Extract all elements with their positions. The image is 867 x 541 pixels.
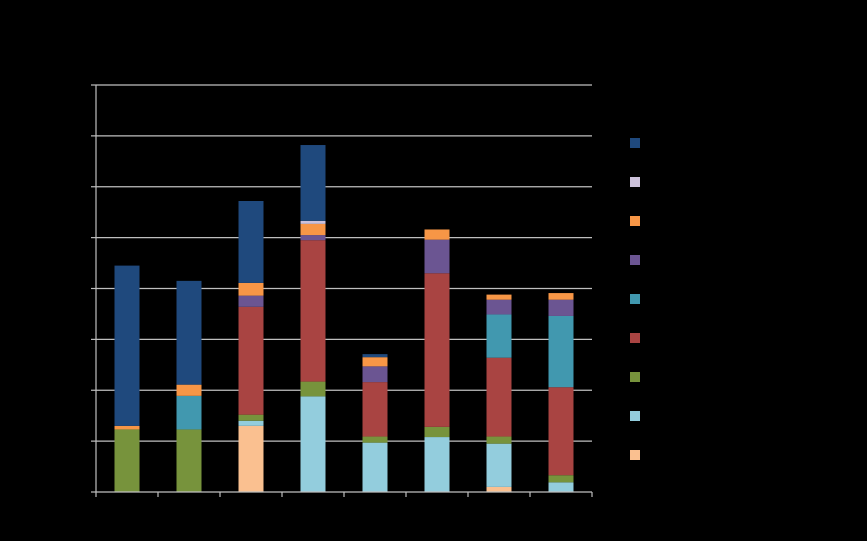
bar-segment-0-8 [114,265,140,426]
legend-marker-4 [630,294,640,304]
legend [630,138,640,460]
bar-segment-3-8 [300,145,326,221]
bar-segment-1-6 [176,384,202,396]
bar-segment-6-5 [486,299,512,315]
bars [114,145,574,492]
bar-segment-5-6 [424,229,450,240]
bar-segment-6-6 [486,294,512,300]
legend-marker-5 [630,333,640,343]
bar-segment-4-1 [362,442,388,492]
bar-segment-2-3 [238,306,264,415]
bar-segment-2-6 [238,282,264,296]
bar-segment-5-3 [424,273,450,427]
bar-segment-2-8 [238,200,264,283]
bar-segment-5-2 [424,426,450,438]
legend-marker-3 [630,255,640,265]
bar-segment-5-1 [424,437,450,492]
bar-segment-6-2 [486,436,512,444]
bar-segment-4-6 [362,357,388,367]
bar-segment-4-5 [362,366,388,383]
bar-segment-7-2 [548,475,574,483]
bar-segment-2-2 [238,414,264,421]
bar-segment-0-6 [114,425,140,430]
bar-segment-3-2 [300,381,326,397]
legend-marker-7 [630,411,640,421]
bar-segment-7-5 [548,299,574,316]
bar-segment-3-6 [300,223,326,236]
bar-segment-6-1 [486,443,512,487]
legend-marker-1 [630,177,640,187]
bar-segment-6-3 [486,357,512,437]
bar-segment-3-1 [300,396,326,492]
bar-segment-7-3 [548,387,574,476]
bar-segment-5-5 [424,239,450,274]
bar-segment-2-0 [238,425,264,492]
bar-segment-3-5 [300,235,326,241]
bar-segment-4-2 [362,436,388,443]
bar-segment-3-7 [300,220,326,224]
legend-marker-6 [630,372,640,382]
bar-segment-1-2 [176,429,202,492]
legend-marker-2 [630,216,640,226]
bar-segment-6-0 [486,486,512,492]
legend-marker-8 [630,450,640,460]
axes [91,84,593,497]
bar-segment-1-4 [176,395,202,430]
legend-marker-0 [630,138,640,148]
bar-segment-7-6 [548,293,574,300]
bar-segment-6-4 [486,314,512,358]
bar-segment-1-8 [176,280,202,385]
bar-segment-2-5 [238,295,264,307]
bar-segment-7-1 [548,482,574,492]
bar-segment-4-8 [362,354,388,358]
bar-segment-3-3 [300,240,326,382]
bar-segment-0-2 [114,429,140,492]
bar-segment-4-3 [362,382,388,437]
bar-segment-2-1 [238,420,264,426]
bar-segment-7-4 [548,315,574,388]
